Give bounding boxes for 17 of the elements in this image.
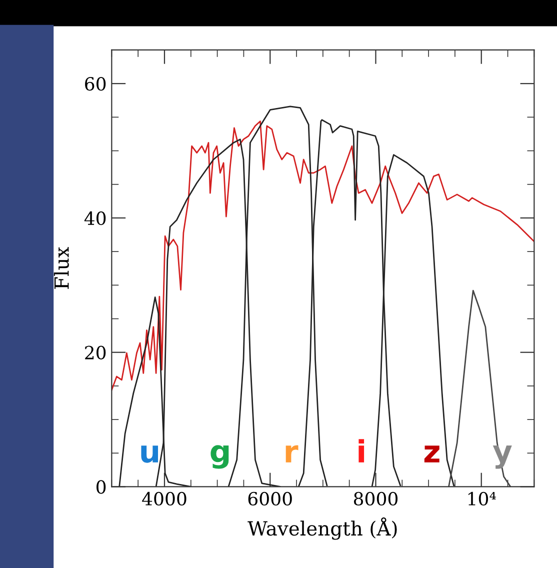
y-tick-label: 60 xyxy=(85,77,106,91)
y-tick-label: 0 xyxy=(96,480,106,494)
annotation: z xyxy=(424,446,440,462)
y-tick-label: 40 xyxy=(84,211,106,226)
annotation: u xyxy=(141,446,158,463)
line-series xyxy=(448,290,512,487)
x-axis-title: Wavelength (Å) xyxy=(248,517,397,540)
x-tick-label: 8000 xyxy=(354,492,398,506)
x-tick-label: 4000 xyxy=(142,492,186,506)
y-tick-label: 20 xyxy=(85,346,106,360)
annotation: g xyxy=(210,445,229,469)
x-tick-label: 6000 xyxy=(248,492,292,506)
annotation: i xyxy=(358,439,364,462)
line-series xyxy=(112,120,534,391)
y-axis-title: Flux xyxy=(54,246,69,289)
annotation: r xyxy=(286,445,298,462)
x-tick-label: 10⁴ xyxy=(468,492,496,506)
